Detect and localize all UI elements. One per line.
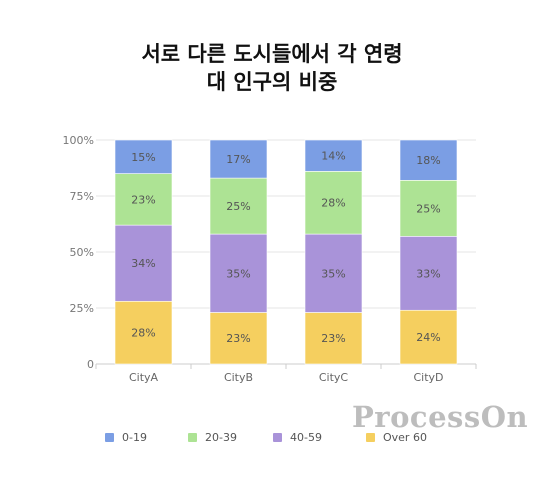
legend-label: 0-19 — [122, 430, 147, 444]
legend-item[interactable]: 20-39 — [188, 430, 237, 444]
bar-segment — [114, 224, 173, 302]
data-label: 25% — [226, 200, 250, 213]
legend-swatch — [105, 432, 114, 442]
legend-swatch — [366, 432, 375, 442]
legend-item[interactable]: 40-59 — [273, 430, 322, 444]
legend-item[interactable]: Over 60 — [366, 430, 427, 444]
legend-label: 20-39 — [205, 430, 237, 444]
bar-segment — [209, 177, 268, 235]
bar-segment — [399, 139, 458, 181]
chart-title-line-2: 대 인구의 비중 — [206, 70, 338, 94]
data-label: 35% — [321, 267, 345, 280]
y-tick-label: 0 — [87, 358, 94, 371]
bar-segment — [399, 180, 458, 237]
legend-swatch — [188, 432, 197, 442]
y-tick-label: 25% — [70, 302, 94, 315]
bar-segment — [209, 312, 268, 365]
x-tick-label: CityC — [319, 371, 349, 384]
y-tick-label: 100% — [63, 134, 94, 147]
data-label: 28% — [321, 197, 345, 210]
y-tick-label: 50% — [70, 246, 94, 259]
data-label: 25% — [416, 202, 440, 215]
data-label: 35% — [226, 267, 250, 280]
legend-item[interactable]: 0-19 — [105, 430, 147, 444]
data-label: 23% — [131, 193, 155, 206]
data-label: 23% — [321, 332, 345, 345]
bar-segment — [209, 139, 268, 179]
bar-segment — [304, 171, 363, 235]
x-tick-label: CityD — [413, 371, 443, 384]
data-label: 18% — [416, 154, 440, 167]
data-label: 34% — [131, 257, 155, 270]
bar-segment — [399, 309, 458, 365]
data-label: 33% — [416, 267, 440, 280]
legend-swatch — [273, 432, 282, 442]
x-tick-label: CityB — [224, 371, 253, 384]
y-tick-label: 75% — [70, 190, 94, 203]
data-label: 14% — [321, 150, 345, 163]
data-label: 15% — [131, 151, 155, 164]
watermark: ProcessOn — [352, 400, 529, 434]
bar-segment — [304, 312, 363, 365]
data-label: 24% — [416, 331, 440, 344]
bar-segment — [304, 139, 363, 172]
legend-label: Over 60 — [383, 430, 427, 444]
bar-segment — [304, 233, 363, 313]
legend-label: 40-59 — [290, 430, 322, 444]
data-label: 17% — [226, 153, 250, 166]
bar-segment — [209, 233, 268, 313]
x-tick-label: CityA — [129, 371, 159, 384]
chart-title-line-1: 서로 다른 도시들에서 각 연령 — [141, 42, 403, 66]
bar-segment — [114, 173, 173, 226]
bar-segment — [114, 139, 173, 174]
data-label: 28% — [131, 327, 155, 340]
bar-segment — [399, 236, 458, 311]
data-label: 23% — [226, 332, 250, 345]
